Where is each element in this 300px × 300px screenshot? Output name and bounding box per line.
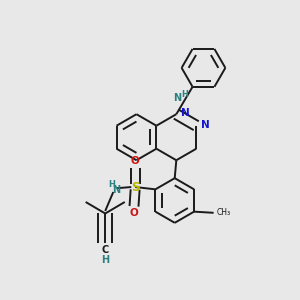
Text: N: N [201, 120, 210, 130]
Text: H: H [108, 181, 115, 190]
Text: H: H [181, 90, 188, 99]
Text: CH₃: CH₃ [216, 208, 230, 217]
Text: N: N [173, 93, 181, 103]
Text: O: O [131, 156, 140, 166]
Text: N: N [112, 185, 121, 195]
Text: S: S [130, 181, 140, 194]
Text: O: O [130, 208, 138, 218]
Text: H: H [101, 255, 109, 265]
Text: C: C [102, 245, 109, 255]
Text: N: N [181, 108, 190, 118]
